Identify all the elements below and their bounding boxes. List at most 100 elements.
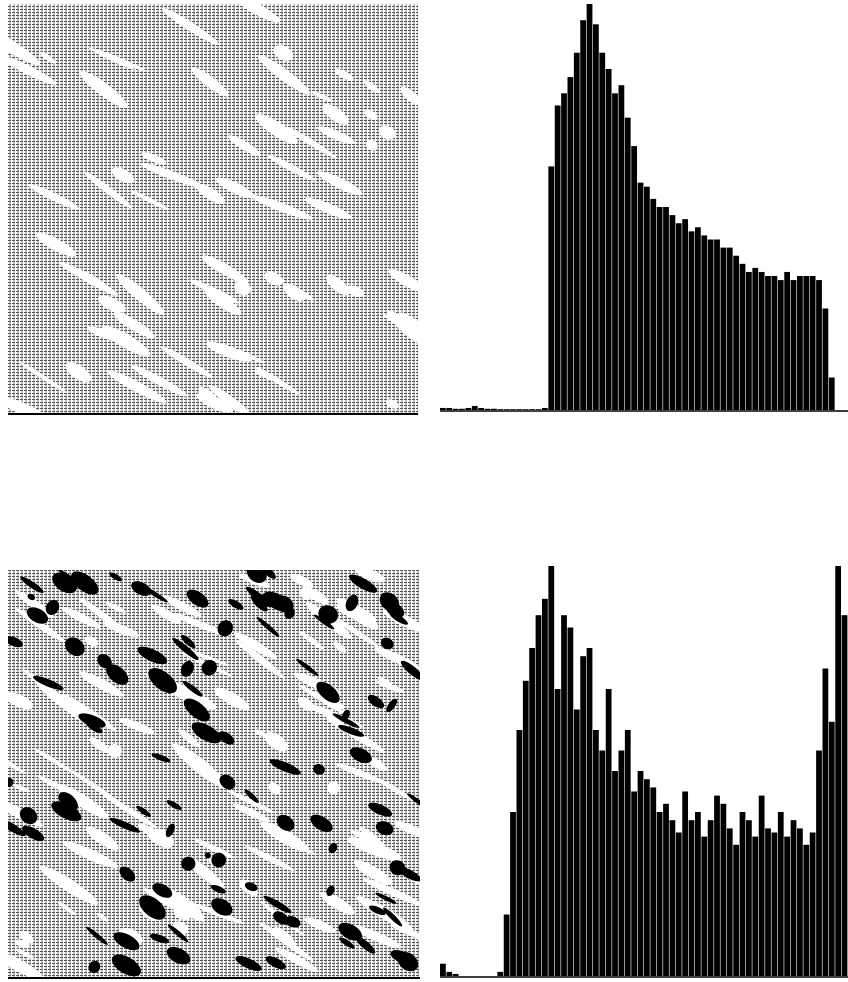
histogram-bar [708, 820, 714, 976]
histogram-bar [733, 256, 739, 410]
histogram-bar [510, 812, 516, 976]
histogram-bar [440, 408, 446, 410]
histogram-bar [497, 972, 503, 976]
histogram-bar [599, 751, 605, 977]
histogram-bar [631, 792, 637, 977]
histogram-bar [631, 146, 637, 410]
histogram-bar [638, 771, 644, 976]
histogram-bar [759, 796, 765, 976]
histogram-bar [453, 974, 459, 976]
texture-image [0, 0, 439, 428]
histogram-bar [676, 223, 682, 410]
histogram-bar [625, 730, 631, 976]
histogram-bar [752, 268, 758, 410]
histogram-bar [829, 722, 835, 976]
histogram-bar [568, 77, 574, 410]
histogram-bar [555, 106, 561, 411]
histogram-bar [517, 409, 523, 410]
histogram-bar [708, 239, 714, 410]
histogram-bar [599, 53, 605, 410]
histogram-bar [510, 409, 516, 410]
histogram-bar [733, 845, 739, 976]
histogram-bar [823, 669, 829, 977]
histogram-bar [517, 730, 523, 976]
histogram-bar [529, 648, 535, 976]
histogram-bar [478, 408, 484, 410]
histogram-bar [842, 615, 848, 976]
histogram-bar [593, 730, 599, 976]
histogram-bar [555, 689, 561, 976]
histogram-bar [689, 231, 695, 410]
figure [0, 0, 848, 982]
histogram-bar [619, 751, 625, 977]
histogram-bar [523, 409, 529, 410]
histogram-bar [440, 964, 446, 976]
histogram-bar [644, 187, 650, 410]
histogram-bar [810, 276, 816, 410]
histogram-bar [466, 408, 472, 410]
histogram-bar [568, 628, 574, 977]
histogram-bar [835, 566, 841, 976]
histogram-bar [561, 93, 567, 410]
histogram-bar [714, 239, 720, 410]
histogram-bar [752, 837, 758, 976]
histogram-bar [765, 828, 771, 976]
histogram-bar [523, 681, 529, 976]
histogram-bar [650, 787, 656, 976]
histogram-bar [529, 409, 535, 410]
histogram-bar [574, 53, 580, 410]
histogram-bar [772, 833, 778, 977]
histogram-bar [740, 264, 746, 410]
histogram-bar [670, 820, 676, 976]
histogram-bar [491, 409, 497, 410]
histogram-bar [625, 118, 631, 410]
histogram-bar [701, 235, 707, 410]
histogram-bar [797, 828, 803, 976]
histogram-bar [459, 409, 465, 410]
histogram-bar [778, 280, 784, 410]
histogram-bar [657, 812, 663, 976]
histogram-bar [650, 199, 656, 410]
histogram-bar [816, 280, 822, 410]
histogram-bar [676, 833, 682, 977]
histogram-bar [740, 812, 746, 976]
histogram-bar [670, 215, 676, 410]
histogram-bar [587, 4, 593, 410]
histogram-bar [746, 820, 752, 976]
histogram-bar [791, 280, 797, 410]
histogram-bar [638, 183, 644, 410]
histogram-bar [548, 166, 554, 410]
histogram-bar [446, 972, 452, 976]
histogram-bar [587, 648, 593, 976]
histogram-bar [485, 409, 491, 410]
histogram-bar [663, 804, 669, 976]
histogram-bar [504, 409, 510, 410]
histogram-bar [580, 20, 586, 410]
histogram-bar [746, 272, 752, 410]
histogram-bar [784, 837, 790, 976]
histogram-bar [784, 272, 790, 410]
histogram-bar [727, 248, 733, 410]
histogram-bar [803, 845, 809, 976]
histogram-bar [797, 276, 803, 410]
histogram-bar [561, 615, 567, 976]
histogram-bar [580, 656, 586, 976]
histogram-bar [606, 689, 612, 976]
histogram-bar [816, 751, 822, 977]
histogram-bar [759, 272, 765, 410]
histogram-bar [714, 796, 720, 976]
histogram-bar [453, 409, 459, 410]
histogram-bar [504, 915, 510, 977]
histogram-bar [446, 408, 452, 410]
histogram-bar [727, 828, 733, 976]
histogram-bar [721, 804, 727, 976]
histogram-bar [612, 93, 618, 410]
histogram-bar [574, 710, 580, 977]
histogram-bar [695, 812, 701, 976]
histogram-bar [772, 276, 778, 410]
histogram-bar [619, 85, 625, 410]
histogram-bar [657, 207, 663, 410]
histogram-bar [536, 615, 542, 976]
histogram-bar [765, 276, 771, 410]
histogram-bar [810, 833, 816, 977]
